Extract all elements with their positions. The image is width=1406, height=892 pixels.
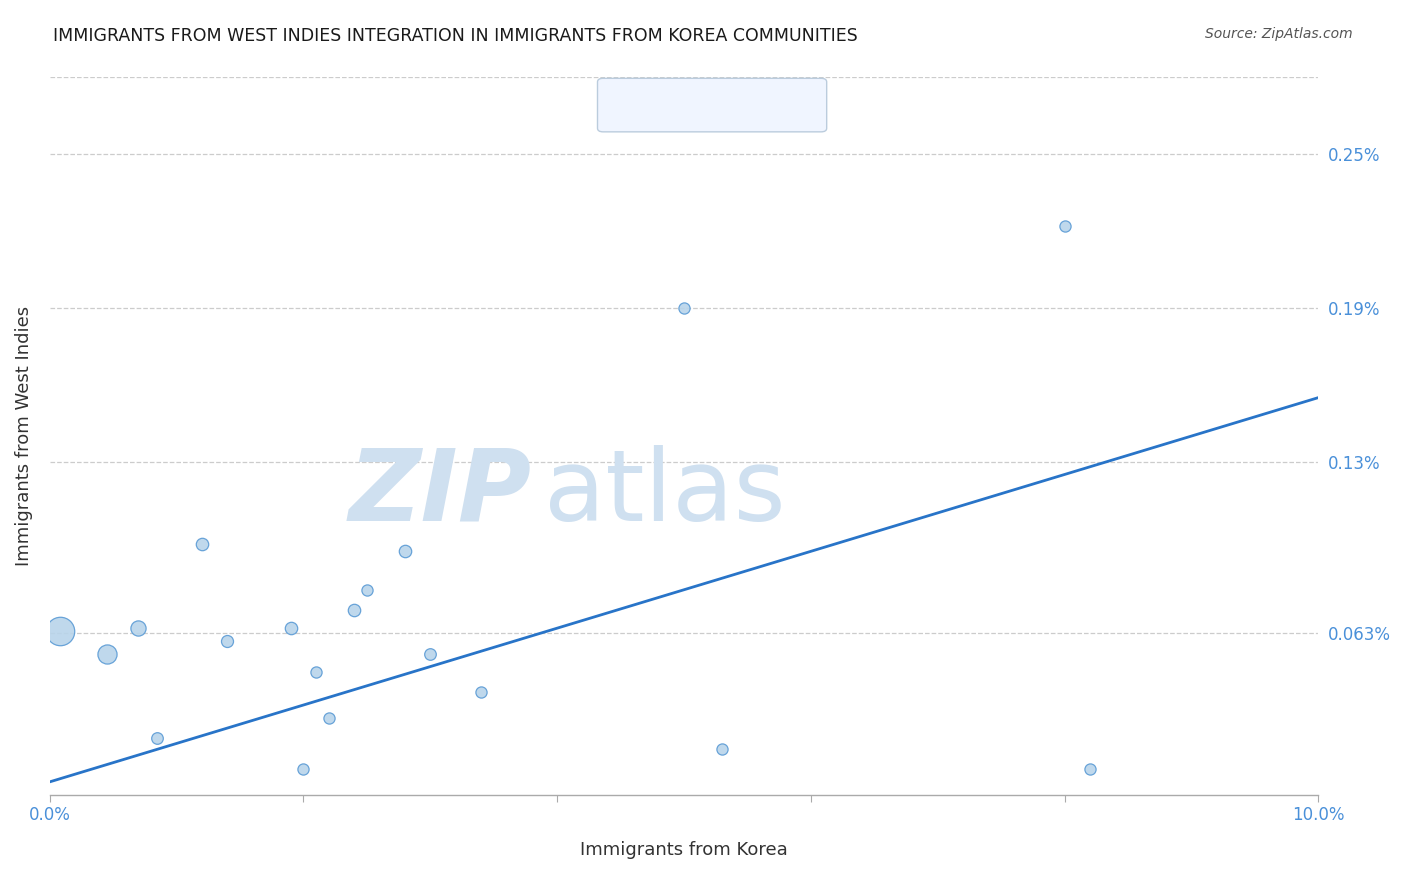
Point — [394, 544, 416, 558]
Point — [217, 634, 239, 648]
Text: ZIP: ZIP — [349, 445, 531, 542]
Text: atlas: atlas — [544, 445, 786, 542]
Text: N =: N = — [730, 94, 776, 113]
Point — [711, 741, 734, 756]
Point — [1078, 762, 1101, 776]
Point — [470, 685, 492, 699]
Point — [356, 582, 378, 597]
Point — [672, 301, 695, 315]
Point — [146, 731, 169, 746]
Point — [1053, 219, 1076, 233]
Point — [49, 624, 72, 638]
Point — [419, 647, 441, 661]
Y-axis label: Immigrants from West Indies: Immigrants from West Indies — [15, 306, 32, 566]
Text: Source: ZipAtlas.com: Source: ZipAtlas.com — [1205, 27, 1353, 41]
Point — [343, 603, 366, 617]
Point — [292, 762, 315, 776]
Point — [305, 665, 328, 679]
Point — [318, 711, 340, 725]
Point — [127, 621, 149, 635]
Point — [280, 621, 302, 635]
Point — [96, 647, 118, 661]
Text: 0.499: 0.499 — [676, 94, 742, 113]
Text: 15: 15 — [775, 94, 804, 113]
Point — [191, 536, 214, 550]
X-axis label: Immigrants from Korea: Immigrants from Korea — [581, 841, 787, 859]
Text: R =: R = — [631, 94, 676, 113]
Text: IMMIGRANTS FROM WEST INDIES INTEGRATION IN IMMIGRANTS FROM KOREA COMMUNITIES: IMMIGRANTS FROM WEST INDIES INTEGRATION … — [53, 27, 858, 45]
